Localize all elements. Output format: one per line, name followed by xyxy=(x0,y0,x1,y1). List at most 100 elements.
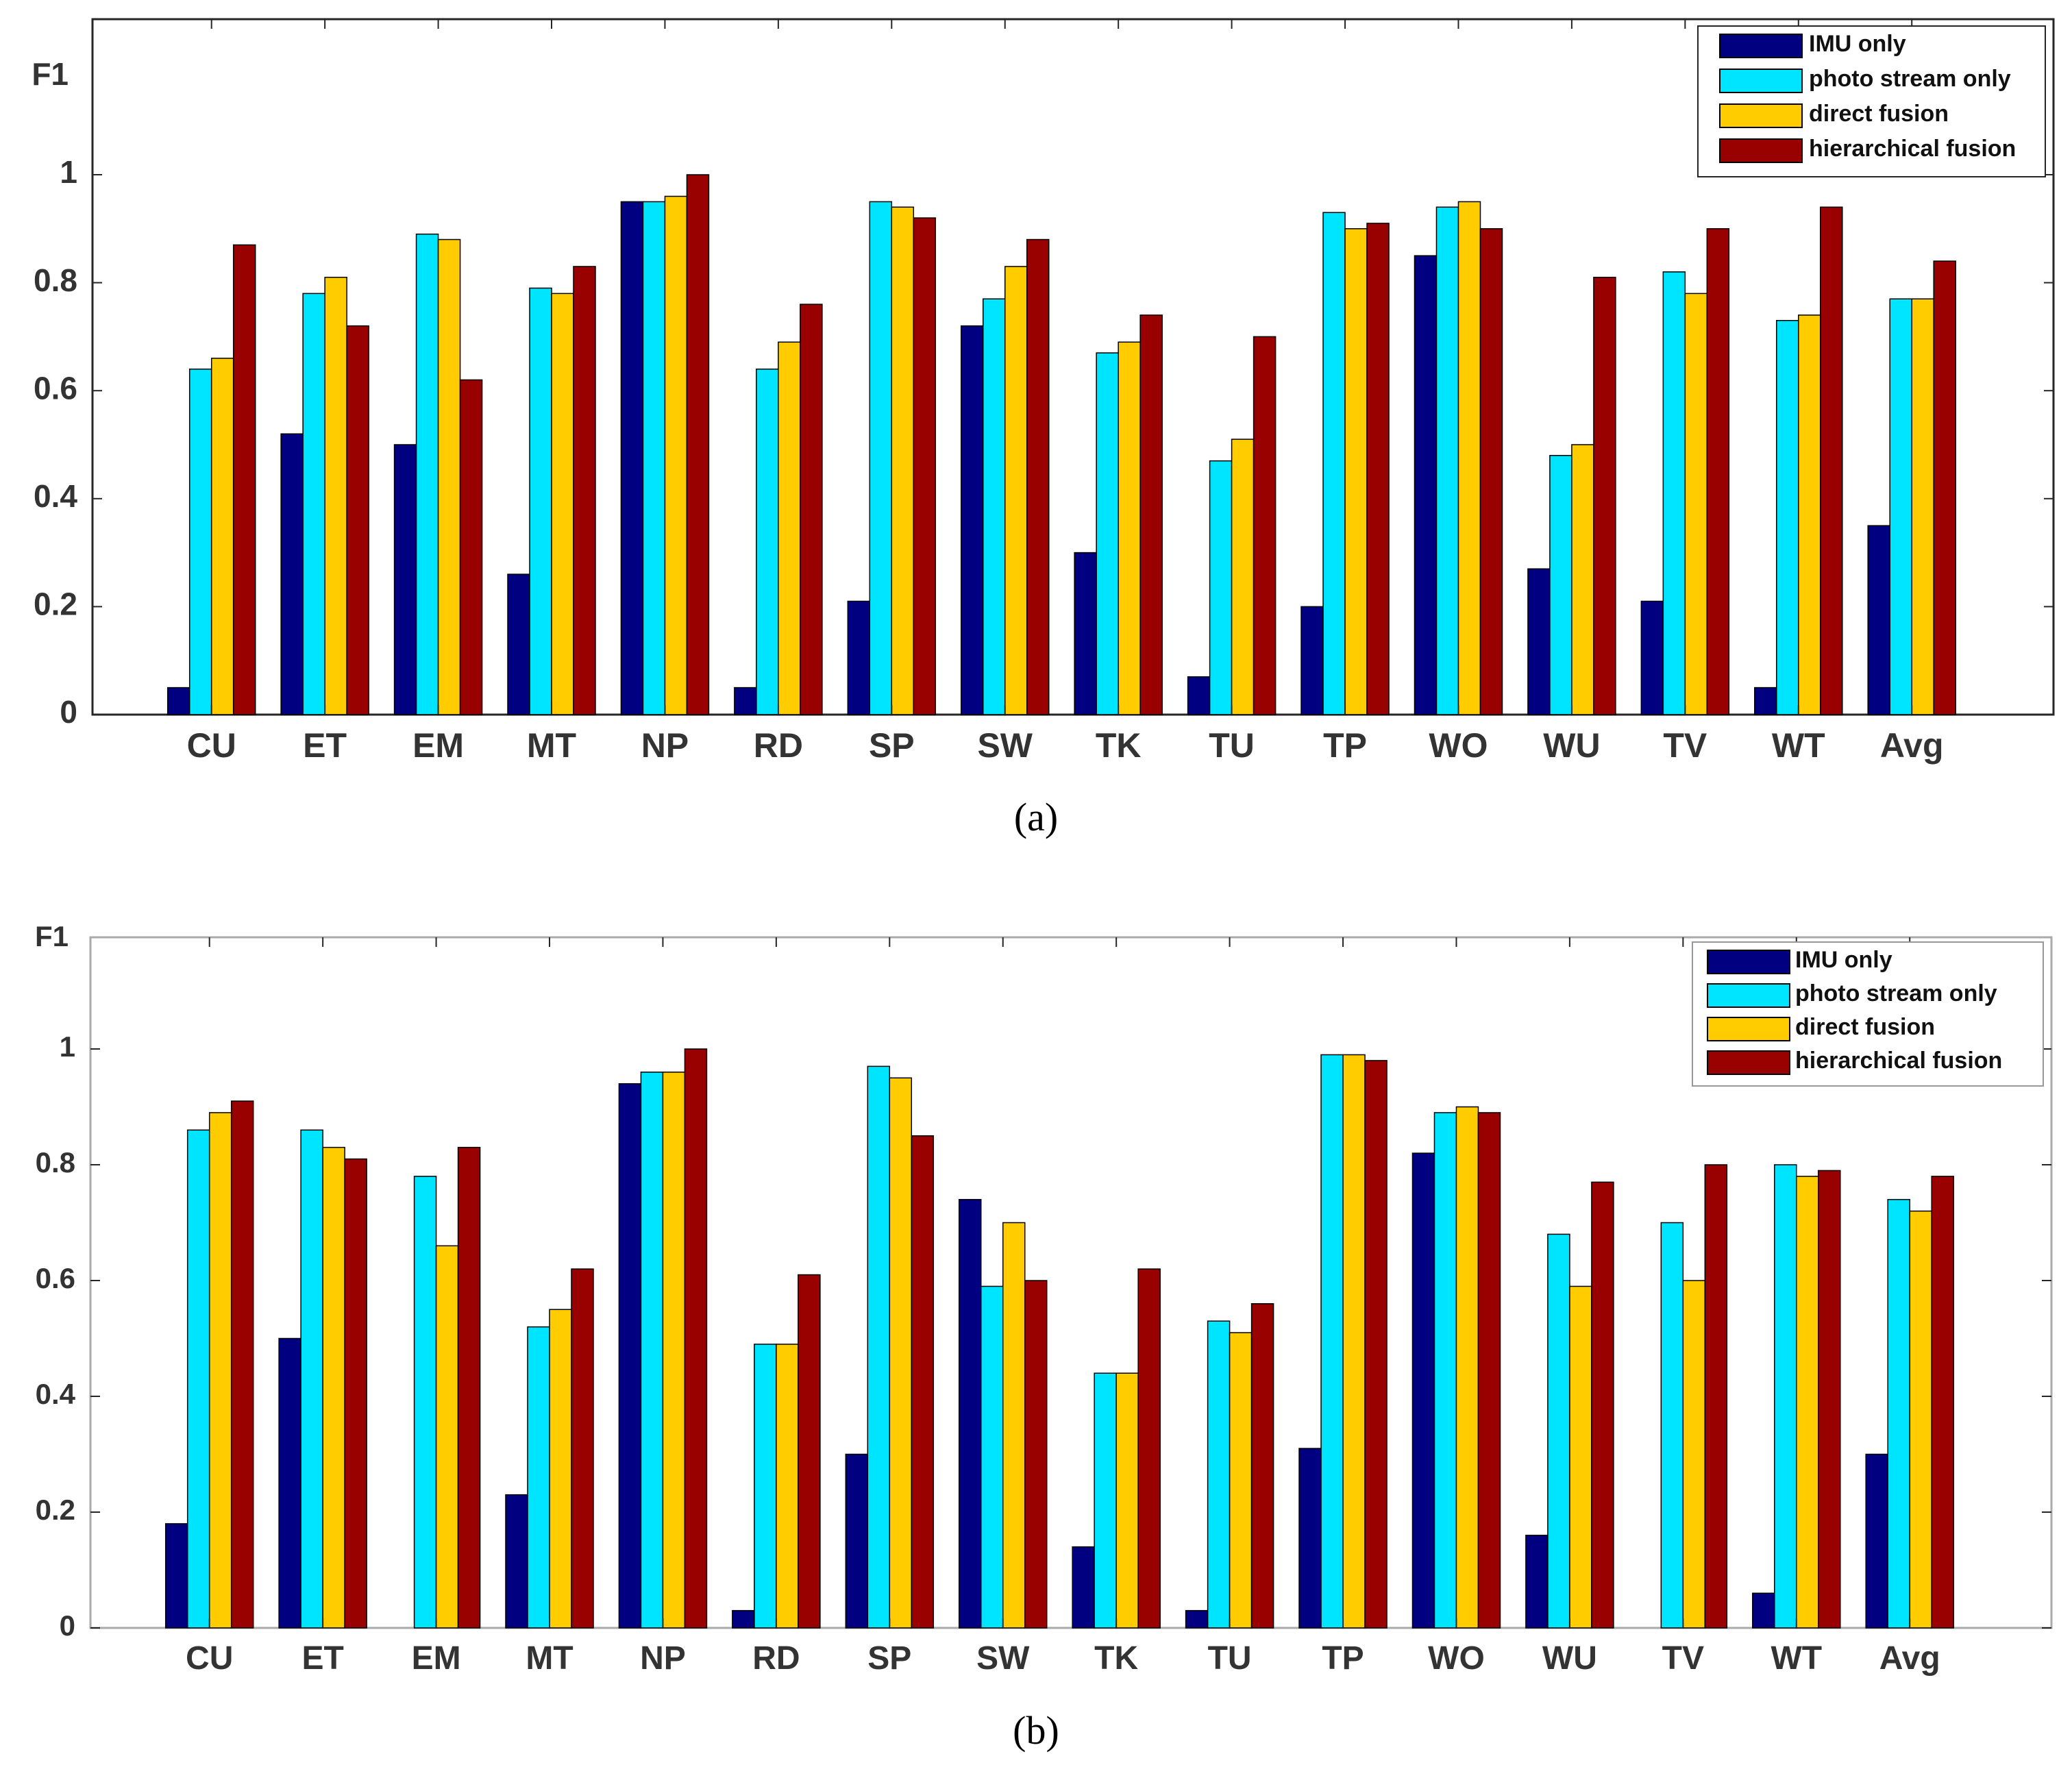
x-tick-label: TU xyxy=(1209,726,1255,765)
bar-photo-cu xyxy=(188,368,212,715)
y-tick-label: 0.6 xyxy=(34,370,77,406)
bar-photo-mt xyxy=(529,287,552,715)
bar-hier-tu xyxy=(1253,336,1276,715)
bar-photo-em xyxy=(415,233,439,715)
x-tick-label: EM xyxy=(412,726,464,765)
x-tick-label: SW xyxy=(976,1640,1030,1677)
x-tick-label: Avg xyxy=(1880,726,1944,765)
x-tick-label: TP xyxy=(1323,726,1367,765)
bar-imu-rd xyxy=(734,687,757,715)
bar-hier-tv xyxy=(1704,1164,1728,1629)
bar-photo-wu xyxy=(1549,455,1572,715)
bar-direct-em xyxy=(435,1245,459,1629)
bar-photo-tv xyxy=(1660,1222,1684,1629)
legend-swatch-direct xyxy=(1719,103,1803,128)
bar-imu-mt xyxy=(507,573,530,715)
bar-photo-et xyxy=(302,293,325,715)
x-tick-label: SW xyxy=(977,726,1033,765)
bar-hier-rd xyxy=(798,1274,821,1629)
bar-direct-np xyxy=(662,1072,686,1629)
x-tick-label: NP xyxy=(640,1640,686,1677)
bar-imu-avg xyxy=(1865,1453,1888,1629)
bar-direct-sp xyxy=(889,1077,913,1629)
bar-hier-cu xyxy=(230,1100,254,1629)
bar-photo-wo xyxy=(1435,206,1459,715)
bar-direct-tv xyxy=(1684,293,1708,715)
bar-photo-wo xyxy=(1433,1112,1457,1629)
bar-photo-wt xyxy=(1774,1164,1797,1629)
x-tick-label: SP xyxy=(869,726,915,765)
bars-a xyxy=(166,174,1956,715)
bar-direct-mt xyxy=(551,293,574,715)
bar-photo-avg xyxy=(1887,1198,1910,1629)
y-tick-label: 0.6 xyxy=(36,1262,75,1294)
bar-direct-sw xyxy=(1002,1222,1026,1629)
bar-direct-wo xyxy=(1457,201,1481,715)
bar-hier-avg xyxy=(1933,260,1956,715)
y-axis-label-b: F1 xyxy=(35,920,69,952)
bar-hier-wt xyxy=(1818,1170,1841,1629)
bar-photo-sw xyxy=(980,1285,1004,1629)
legend-a: IMU only photo stream only direct fusion… xyxy=(1697,25,2046,177)
bar-hier-tp xyxy=(1364,1060,1388,1629)
bar-imu-rd xyxy=(732,1609,755,1629)
legend-label-imu: IMU only xyxy=(1795,947,1892,973)
bar-photo-wu xyxy=(1547,1233,1570,1629)
bar-imu-wo xyxy=(1414,255,1438,715)
bar-imu-tp xyxy=(1300,606,1324,715)
bar-imu-wu xyxy=(1525,1535,1549,1629)
bar-imu-sw xyxy=(960,325,984,715)
x-tick-label: NP xyxy=(641,726,689,765)
bar-photo-sp xyxy=(867,1065,891,1629)
bar-direct-em xyxy=(437,238,461,715)
bars-b xyxy=(164,1048,1954,1629)
legend-label-direct: direct fusion xyxy=(1809,101,1949,127)
bar-hier-tv xyxy=(1706,228,1730,715)
bar-direct-avg xyxy=(1909,1210,1932,1629)
bar-direct-cu xyxy=(210,358,234,715)
bar-imu-et xyxy=(280,433,304,715)
x-tick-label: CU xyxy=(186,1640,233,1677)
bar-direct-cu xyxy=(208,1112,232,1629)
bar-hier-et xyxy=(346,325,369,715)
legend-swatch-hier xyxy=(1719,138,1803,163)
y-tick-label: 0.2 xyxy=(36,1494,75,1526)
y-tick-label: 0.4 xyxy=(34,478,77,514)
bar-photo-tp xyxy=(1320,1054,1344,1629)
y-tick-label: 0 xyxy=(60,694,77,730)
bar-hier-wo xyxy=(1477,1112,1501,1629)
bar-direct-tp xyxy=(1342,1054,1366,1629)
x-tick-label: ET xyxy=(301,1640,343,1677)
bar-imu-tu xyxy=(1187,676,1211,715)
bar-photo-sw xyxy=(982,298,1006,715)
y-axis-label-a: F1 xyxy=(32,56,69,92)
bar-imu-cu xyxy=(166,687,190,715)
legend-swatch-direct xyxy=(1707,1017,1790,1041)
bar-hier-tp xyxy=(1366,223,1390,715)
bar-hier-np xyxy=(684,1048,708,1629)
bar-direct-et xyxy=(324,276,347,715)
bar-direct-tk xyxy=(1118,341,1141,715)
bar-direct-tp xyxy=(1344,228,1368,715)
y-tick-label: 0.8 xyxy=(34,262,77,298)
bar-hier-wo xyxy=(1479,228,1503,715)
bar-photo-tv xyxy=(1662,271,1686,715)
bar-imu-et xyxy=(278,1337,301,1629)
bar-photo-tk xyxy=(1094,1372,1117,1629)
bar-direct-et xyxy=(322,1146,345,1629)
legend-swatch-imu xyxy=(1707,950,1790,974)
y-tick-label: 0.2 xyxy=(34,586,77,622)
bar-imu-sw xyxy=(958,1198,982,1629)
bar-hier-avg xyxy=(1931,1176,1954,1629)
bar-hier-np xyxy=(686,174,710,715)
x-tick-label: Avg xyxy=(1879,1640,1940,1677)
bar-imu-wt xyxy=(1752,1592,1775,1629)
x-tick-label: ET xyxy=(303,726,347,765)
bar-photo-rd xyxy=(754,1344,777,1629)
bar-imu-sp xyxy=(845,1453,869,1629)
x-tick-label: TV xyxy=(1663,726,1707,765)
legend-label-photo: photo stream only xyxy=(1795,980,1997,1006)
legend-label-photo: photo stream only xyxy=(1809,66,2011,92)
bar-hier-rd xyxy=(800,304,823,715)
